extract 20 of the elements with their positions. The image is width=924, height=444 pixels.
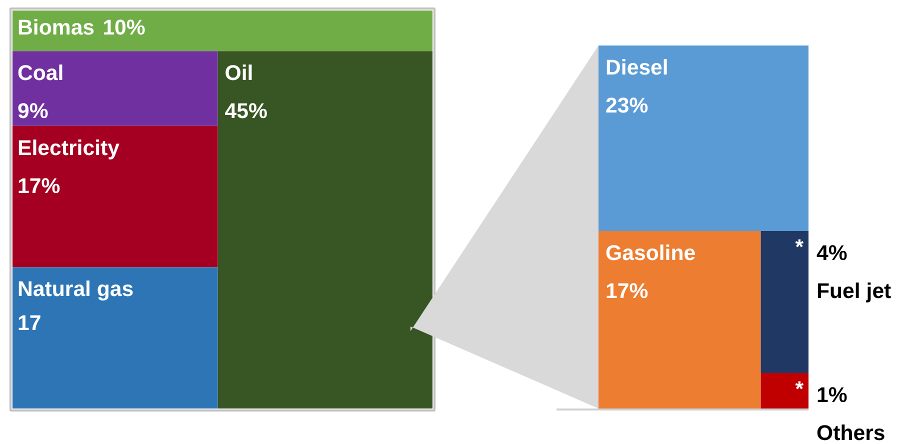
category-label: Diesel bbox=[606, 56, 668, 80]
text: * bbox=[795, 235, 804, 260]
category-label: Coal bbox=[18, 61, 64, 86]
category-label: Biomas bbox=[18, 16, 95, 40]
data-label: 17% bbox=[606, 279, 648, 304]
data-label: 23% bbox=[606, 94, 648, 118]
category-label: Gasoline bbox=[606, 241, 696, 266]
category-label: Electricity bbox=[18, 136, 120, 160]
category-label: Oil bbox=[224, 61, 254, 86]
data-label: 10% bbox=[102, 16, 146, 40]
data-label: 9% bbox=[18, 99, 48, 124]
data-label: 4% bbox=[816, 241, 848, 266]
data-label: 17% bbox=[18, 174, 60, 198]
data-label: 45% bbox=[224, 99, 268, 124]
data-label: 1% bbox=[816, 383, 848, 408]
category-label: Others bbox=[816, 421, 886, 444]
category-label: Fuel jet bbox=[816, 279, 892, 304]
data-label: 17 bbox=[18, 311, 42, 336]
text: * bbox=[795, 377, 804, 402]
category-label: Natural gas bbox=[18, 277, 134, 302]
